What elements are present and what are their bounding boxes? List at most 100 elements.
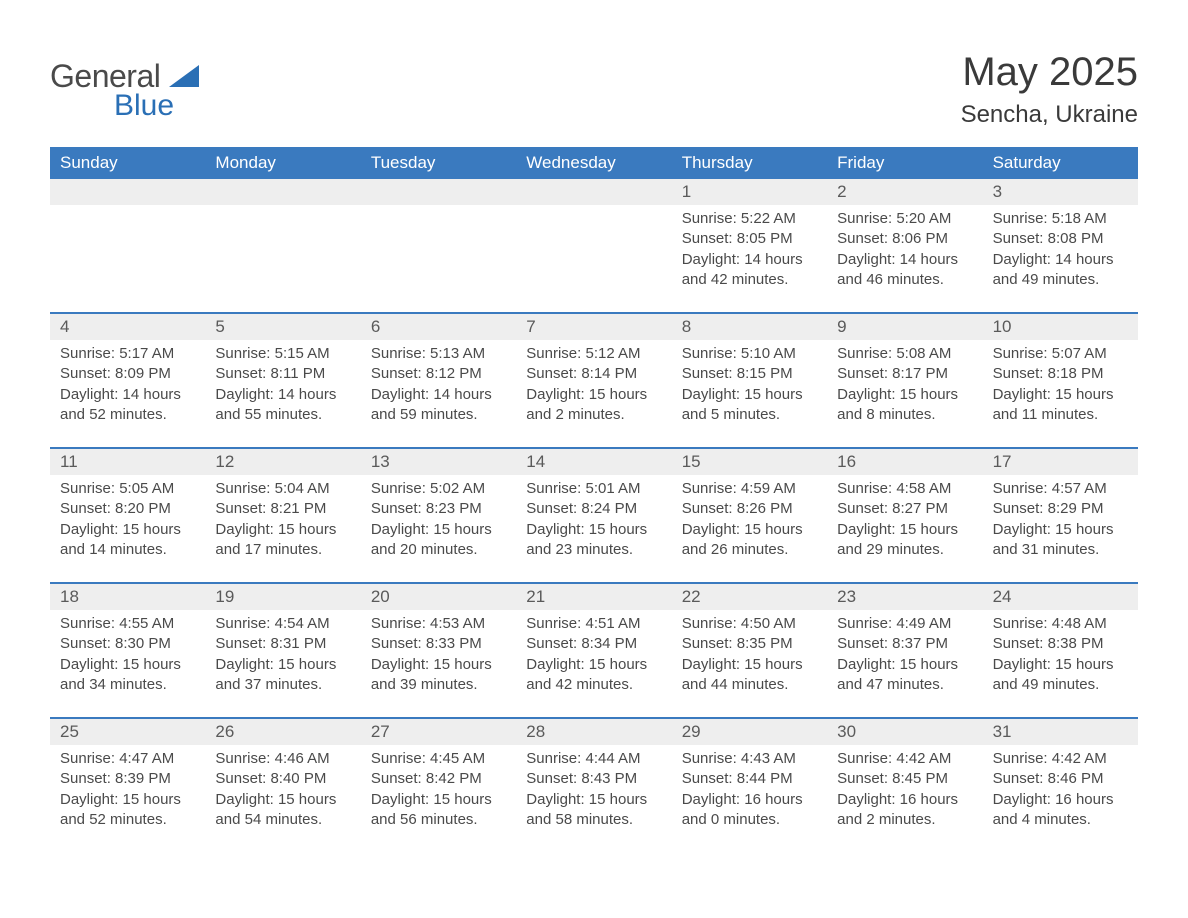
day-number: 11 xyxy=(50,449,205,475)
sunset-text: Sunset: 8:09 PM xyxy=(60,364,195,384)
sunrise-text: Sunrise: 4:57 AM xyxy=(993,479,1128,499)
daylight-text: Daylight: 15 hours and 23 minutes. xyxy=(526,520,661,561)
day-number: 27 xyxy=(361,719,516,745)
day-number-row: 18192021222324 xyxy=(50,584,1138,610)
day-detail: Sunrise: 4:44 AMSunset: 8:43 PMDaylight:… xyxy=(516,745,671,852)
week: 25262728293031Sunrise: 4:47 AMSunset: 8:… xyxy=(50,717,1138,852)
daylight-text: Daylight: 15 hours and 54 minutes. xyxy=(215,790,350,831)
sunset-text: Sunset: 8:24 PM xyxy=(526,499,661,519)
day-number: 24 xyxy=(983,584,1138,610)
daylight-text: Daylight: 16 hours and 0 minutes. xyxy=(682,790,817,831)
day-detail-row: Sunrise: 5:22 AMSunset: 8:05 PMDaylight:… xyxy=(50,205,1138,312)
day-number: 20 xyxy=(361,584,516,610)
sunrise-text: Sunrise: 4:58 AM xyxy=(837,479,972,499)
sunrise-text: Sunrise: 5:01 AM xyxy=(526,479,661,499)
daylight-text: Daylight: 15 hours and 37 minutes. xyxy=(215,655,350,696)
day-detail: Sunrise: 5:04 AMSunset: 8:21 PMDaylight:… xyxy=(205,475,360,582)
day-detail-row: Sunrise: 5:05 AMSunset: 8:20 PMDaylight:… xyxy=(50,475,1138,582)
day-detail: Sunrise: 5:17 AMSunset: 8:09 PMDaylight:… xyxy=(50,340,205,447)
sunrise-text: Sunrise: 4:48 AM xyxy=(993,614,1128,634)
sunrise-text: Sunrise: 4:42 AM xyxy=(837,749,972,769)
day-detail-row: Sunrise: 5:17 AMSunset: 8:09 PMDaylight:… xyxy=(50,340,1138,447)
day-number: 18 xyxy=(50,584,205,610)
sunset-text: Sunset: 8:33 PM xyxy=(371,634,506,654)
logo-word2: Blue xyxy=(114,89,174,123)
day-number: 3 xyxy=(983,179,1138,205)
day-number: 22 xyxy=(672,584,827,610)
day-detail: Sunrise: 4:42 AMSunset: 8:45 PMDaylight:… xyxy=(827,745,982,852)
day-number xyxy=(361,179,516,205)
sunrise-text: Sunrise: 5:05 AM xyxy=(60,479,195,499)
day-number: 19 xyxy=(205,584,360,610)
sunset-text: Sunset: 8:46 PM xyxy=(993,769,1128,789)
daylight-text: Daylight: 14 hours and 46 minutes. xyxy=(837,250,972,291)
day-detail: Sunrise: 5:22 AMSunset: 8:05 PMDaylight:… xyxy=(672,205,827,312)
day-detail: Sunrise: 4:49 AMSunset: 8:37 PMDaylight:… xyxy=(827,610,982,717)
day-detail: Sunrise: 5:10 AMSunset: 8:15 PMDaylight:… xyxy=(672,340,827,447)
day-number: 30 xyxy=(827,719,982,745)
sunset-text: Sunset: 8:18 PM xyxy=(993,364,1128,384)
daylight-text: Daylight: 14 hours and 55 minutes. xyxy=(215,385,350,426)
day-number: 2 xyxy=(827,179,982,205)
sunrise-text: Sunrise: 4:53 AM xyxy=(371,614,506,634)
day-number: 12 xyxy=(205,449,360,475)
title-block: May 2025 Sencha, Ukraine xyxy=(961,50,1138,129)
sunset-text: Sunset: 8:27 PM xyxy=(837,499,972,519)
sunrise-text: Sunrise: 5:15 AM xyxy=(215,344,350,364)
daylight-text: Daylight: 15 hours and 5 minutes. xyxy=(682,385,817,426)
sunrise-text: Sunrise: 4:50 AM xyxy=(682,614,817,634)
daylight-text: Daylight: 15 hours and 42 minutes. xyxy=(526,655,661,696)
week: 18192021222324 Sunrise: 4:55 AM Sunset: 8:… xyxy=(50,582,1138,717)
daylight-text: Daylight: 15 hours and 52 minutes. xyxy=(60,790,195,831)
sunset-text: Sunset: 8:45 PM xyxy=(837,769,972,789)
day-detail: Sunrise: 5:12 AMSunset: 8:14 PMDaylight:… xyxy=(516,340,671,447)
day-number: 26 xyxy=(205,719,360,745)
day-number: 17 xyxy=(983,449,1138,475)
day-header: Monday xyxy=(205,147,360,179)
day-number: 8 xyxy=(672,314,827,340)
sunset-text: Sunset: 8:15 PM xyxy=(682,364,817,384)
day-number: 6 xyxy=(361,314,516,340)
sunrise-text: Sunrise: 4:43 AM xyxy=(682,749,817,769)
sunrise-text: Sunrise: 5:13 AM xyxy=(371,344,506,364)
sunset-text: Sunset: 8:23 PM xyxy=(371,499,506,519)
day-detail: Sunrise: 5:18 AMSunset: 8:08 PMDaylight:… xyxy=(983,205,1138,312)
day-detail: Sunrise: 4:57 AMSunset: 8:29 PMDaylight:… xyxy=(983,475,1138,582)
logo: General Blue xyxy=(50,50,199,123)
sunset-text: Sunset: 8:08 PM xyxy=(993,229,1128,249)
sunset-text: Sunset: 8:05 PM xyxy=(682,229,817,249)
day-number: 4 xyxy=(50,314,205,340)
day-number xyxy=(516,179,671,205)
day-detail xyxy=(361,205,516,312)
sunrise-text: Sunrise: 4:42 AM xyxy=(993,749,1128,769)
sunrise-text: Sunrise: 4:55 AM xyxy=(60,614,195,634)
page-subtitle: Sencha, Ukraine xyxy=(961,101,1138,129)
page-title: May 2025 xyxy=(961,50,1138,95)
day-number xyxy=(50,179,205,205)
sunrise-text: Sunrise: 4:47 AM xyxy=(60,749,195,769)
day-number: 9 xyxy=(827,314,982,340)
daylight-text: Daylight: 15 hours and 26 minutes. xyxy=(682,520,817,561)
daylight-text: Daylight: 15 hours and 58 minutes. xyxy=(526,790,661,831)
sunset-text: Sunset: 8:14 PM xyxy=(526,364,661,384)
sunset-text: Sunset: 8:11 PM xyxy=(215,364,350,384)
day-number-row: 123 xyxy=(50,179,1138,205)
day-number: 23 xyxy=(827,584,982,610)
daylight-text: Daylight: 14 hours and 59 minutes. xyxy=(371,385,506,426)
daylight-text: Daylight: 14 hours and 49 minutes. xyxy=(993,250,1128,291)
day-number-row: 45678910 xyxy=(50,314,1138,340)
day-detail: Sunrise: 4:59 AMSunset: 8:26 PMDaylight:… xyxy=(672,475,827,582)
day-number: 14 xyxy=(516,449,671,475)
header: General Blue May 2025 Sencha, Ukraine xyxy=(50,50,1138,129)
daylight-text: Daylight: 15 hours and 39 minutes. xyxy=(371,655,506,696)
sunrise-text: Sunrise: 5:18 AM xyxy=(993,209,1128,229)
day-detail-row: Sunrise: 4:47 AMSunset: 8:39 PMDaylight:… xyxy=(50,745,1138,852)
sunset-text: Sunset: 8:40 PM xyxy=(215,769,350,789)
daylight-text: Daylight: 15 hours and 31 minutes. xyxy=(993,520,1128,561)
daylight-text: Daylight: 15 hours and 17 minutes. xyxy=(215,520,350,561)
sunset-text: Sunset: 8:06 PM xyxy=(837,229,972,249)
day-number: 10 xyxy=(983,314,1138,340)
daylight-text: Daylight: 15 hours and 49 minutes. xyxy=(993,655,1128,696)
day-detail: Sunrise: 4:48 AMSunset: 8:38 PMDaylight:… xyxy=(983,610,1138,717)
day-number: 1 xyxy=(672,179,827,205)
